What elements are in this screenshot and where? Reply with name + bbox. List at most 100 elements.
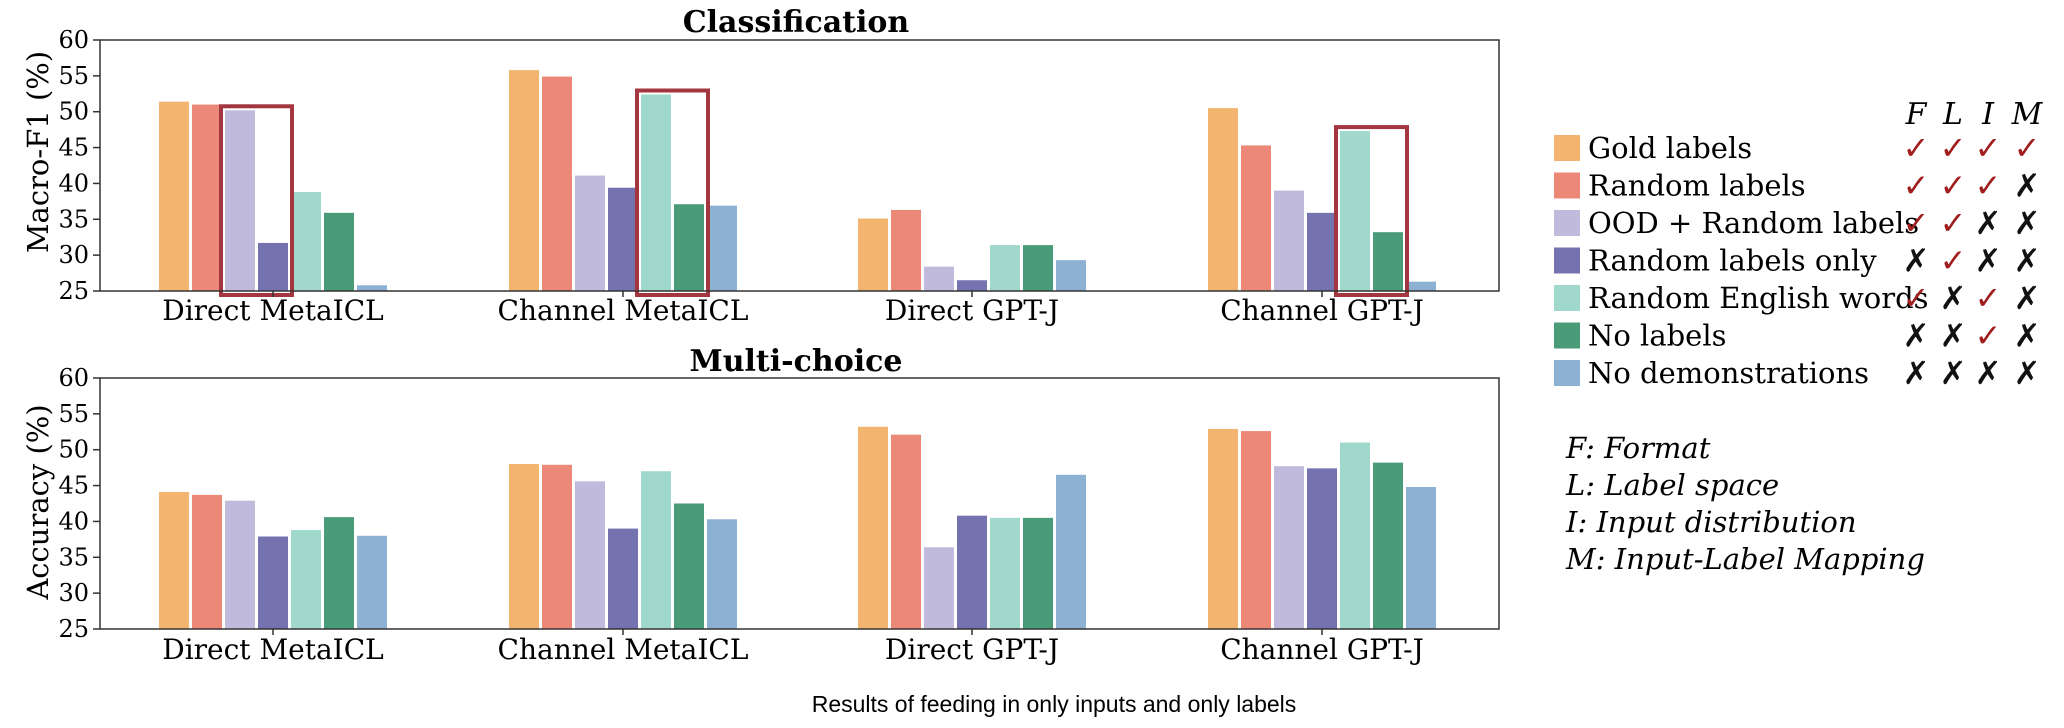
classification-bar-channel-gpt-j-gold-labels [1208, 108, 1238, 291]
abbreviation-note: F: Format [1565, 431, 1711, 465]
check-mark-icon: ✓ [2014, 129, 2041, 167]
legend-label-random-labels: Random labels [1588, 169, 1806, 203]
classification-bar-direct-gpt-j-random-labels [891, 209, 921, 291]
classification-highlight-box-channel-metaicl [635, 88, 710, 297]
classification-category-labels: Direct MetaICL Channel MetaICL Direct GPT-… [162, 291, 1424, 327]
cross-mark-icon: ✗ [1975, 354, 2002, 392]
cross-mark-icon: ✗ [1903, 354, 1930, 392]
multi-choice-plot-frame [99, 377, 1500, 630]
multi-choice-bar-direct-gpt-j-random-labels [891, 434, 921, 629]
classification-y-ticks: 25 30 35 40 45 50 55 60 [58, 26, 100, 305]
classification-category-label-direct-gpt-j: Direct GPT-J [885, 294, 1059, 327]
multi-choice-bar-direct-gpt-j-gold-labels [858, 426, 888, 629]
legend-column-header-l: L [1942, 97, 1963, 132]
cross-mark-icon: ✗ [1903, 317, 1930, 355]
figure-caption: Results of feeding in only inputs and on… [812, 691, 1297, 717]
classification-title: Classification [683, 5, 910, 40]
classification-bar-channel-gpt-j-random-labels-only [1307, 212, 1337, 291]
legend-swatch-random-labels-only [1554, 247, 1580, 274]
check-mark-icon: ✓ [1975, 129, 2002, 167]
classification-highlight-boxes [219, 88, 1409, 297]
classification-y-tick-label: 35 [58, 205, 89, 233]
multi-choice-category-label-direct-gpt-j: Direct GPT-J [885, 633, 1059, 666]
classification-bar-direct-metaicl-random-labels [192, 104, 222, 292]
abbreviation-note: I: Input distribution [1565, 505, 1857, 539]
multi-choice-bar-channel-gpt-j-random-english-words [1340, 442, 1370, 629]
check-mark-icon: ✓ [1903, 204, 1930, 242]
classification-panel: Classification Macro-F1 (%) 25 30 35 40 45 50… [21, 5, 1500, 327]
multi-choice-y-tick-label: 35 [58, 543, 89, 571]
classification-bar-channel-metaicl-gold-labels [509, 70, 539, 292]
multi-choice-y-tick-label: 60 [58, 364, 89, 392]
classification-bar-direct-gpt-j-no-labels [1023, 245, 1053, 291]
multi-choice-bar-channel-metaicl-no-labels [674, 503, 704, 629]
classification-highlight-box-channel-gpt-j [1334, 125, 1409, 297]
multi-choice-bar-direct-metaicl-gold-labels [159, 492, 189, 629]
multi-choice-bar-channel-metaicl-random-labels-only [608, 528, 638, 629]
multi-choice-bar-channel-gpt-j-random-labels-only [1307, 468, 1337, 629]
multi-choice-y-ticks: 25 30 35 40 45 50 55 60 [58, 364, 100, 643]
legend-swatch-gold-labels [1554, 135, 1580, 161]
multi-choice-bar-direct-metaicl-ood-random-labels [225, 500, 255, 629]
classification-bar-direct-gpt-j-random-labels-only [957, 280, 987, 291]
multi-choice-bar-channel-gpt-j-random-labels [1241, 431, 1271, 629]
multi-choice-bar-direct-metaicl-no-labels [324, 517, 354, 629]
classification-bars [159, 70, 1436, 292]
abbreviation-note: L: Label space [1565, 468, 1779, 502]
multi-choice-category-label-direct-metaicl: Direct MetaICL [162, 633, 383, 666]
classification-plot-frame [99, 39, 1500, 292]
classification-bar-channel-metaicl-no-labels [674, 204, 704, 291]
classification-bar-channel-gpt-j-ood-random-labels [1274, 190, 1304, 291]
classification-y-tick-label: 30 [58, 241, 89, 269]
classification-bar-direct-gpt-j-ood-random-labels [924, 266, 954, 291]
multi-choice-bar-channel-metaicl-ood-random-labels [575, 481, 605, 629]
multi-choice-bar-channel-metaicl-random-english-words [641, 471, 671, 629]
classification-category-label-channel-gpt-j: Channel GPT-J [1220, 294, 1424, 327]
classification-bar-channel-gpt-j-random-english-words [1340, 131, 1370, 291]
legend-swatch-random-labels [1554, 172, 1580, 199]
classification-y-tick-label: 60 [58, 26, 89, 54]
multi-choice-bar-channel-metaicl-random-labels [542, 464, 572, 629]
legend-label-no-labels: No labels [1588, 319, 1727, 353]
cross-mark-icon: ✗ [2014, 354, 2041, 392]
cross-mark-icon: ✗ [1940, 279, 1967, 317]
cross-mark-icon: ✗ [2014, 167, 2041, 205]
multi-choice-y-tick-label: 25 [58, 615, 89, 643]
classification-y-axis-label: Macro-F1 (%) [21, 51, 55, 253]
multi-choice-title: Multi-choice [690, 344, 903, 379]
classification-bar-channel-metaicl-ood-random-labels [575, 175, 605, 291]
cross-mark-icon: ✗ [1903, 242, 1930, 280]
check-mark-icon: ✓ [1940, 242, 1967, 280]
multi-choice-bar-direct-metaicl-random-english-words [291, 530, 321, 629]
abbreviation-note: M: Input-Label Mapping [1565, 542, 1925, 576]
classification-y-tick-label: 25 [58, 277, 89, 305]
check-mark-icon: ✓ [1940, 129, 1967, 167]
legend-swatch-no-demonstrations [1554, 360, 1580, 386]
multi-choice-bar-channel-gpt-j-gold-labels [1208, 428, 1238, 629]
multi-choice-bar-channel-gpt-j-no-labels [1373, 462, 1403, 629]
multi-choice-bar-channel-gpt-j-ood-random-labels [1274, 466, 1304, 629]
cross-mark-icon: ✗ [1975, 242, 2002, 280]
check-mark-icon: ✓ [1903, 129, 1930, 167]
multi-choice-bar-channel-gpt-j-no-demonstrations [1406, 487, 1436, 629]
multi-choice-y-tick-label: 45 [58, 472, 89, 500]
check-mark-icon: ✓ [1903, 167, 1930, 205]
classification-category-label-channel-metaicl: Channel MetaICL [498, 294, 749, 327]
classification-y-tick-label: 55 [58, 62, 89, 90]
cross-mark-icon: ✗ [2014, 279, 2041, 317]
classification-bar-direct-metaicl-gold-labels [159, 101, 189, 291]
classification-bar-direct-gpt-j-gold-labels [858, 218, 888, 291]
multi-choice-bar-direct-metaicl-random-labels-only [258, 536, 288, 629]
classification-bar-direct-metaicl-random-labels-only [258, 242, 288, 291]
multi-choice-bar-channel-metaicl-no-demonstrations [707, 519, 737, 629]
check-mark-icon: ✓ [1903, 279, 1930, 317]
classification-bar-direct-metaicl-ood-random-labels [225, 110, 255, 291]
legend-swatch-random-english-words [1554, 285, 1580, 311]
check-mark-icon: ✓ [1940, 167, 1967, 205]
multi-choice-y-tick-label: 30 [58, 579, 89, 607]
multi-choice-panel: Multi-choice Accuracy (%) 25 30 35 40 45 50 55… [21, 344, 1500, 666]
classification-highlight-box-direct-metaicl [219, 104, 294, 297]
multi-choice-y-tick-label: 55 [58, 400, 89, 428]
